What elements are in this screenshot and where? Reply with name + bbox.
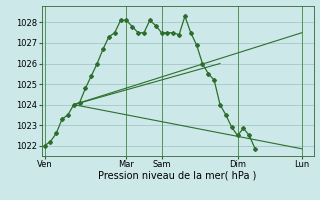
X-axis label: Pression niveau de la mer( hPa ): Pression niveau de la mer( hPa ) — [99, 171, 257, 181]
